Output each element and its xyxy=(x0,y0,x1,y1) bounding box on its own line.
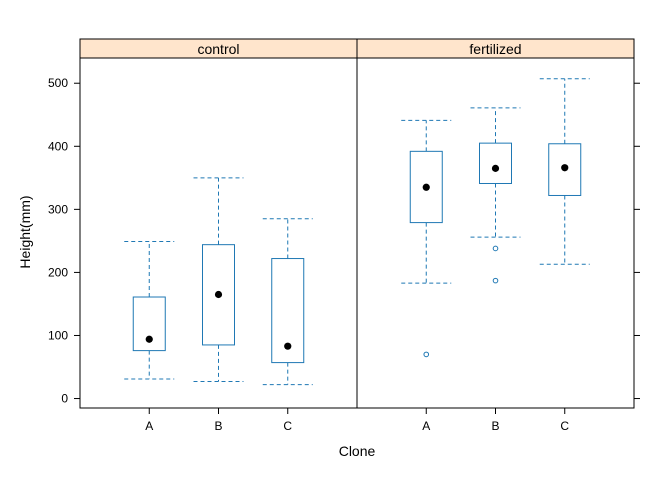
strip-label-control: control xyxy=(197,41,239,57)
x-tick-label: C xyxy=(560,419,569,433)
median-dot xyxy=(422,183,430,191)
outlier-point xyxy=(492,245,499,252)
median-dot xyxy=(145,335,153,343)
median-dot xyxy=(214,290,223,299)
box-layer xyxy=(124,78,590,386)
box-fertilized-B xyxy=(470,107,521,284)
box-rect xyxy=(271,258,305,364)
box-fertilized-C xyxy=(539,78,590,265)
median-dot xyxy=(284,342,292,350)
x-tick-label: C xyxy=(283,419,292,433)
box-rect xyxy=(409,150,443,224)
box-rect xyxy=(202,244,235,346)
median-dot xyxy=(491,164,500,172)
y-tick-label: 100 xyxy=(48,328,68,342)
box-rect xyxy=(132,296,166,352)
box-control-A xyxy=(124,241,175,380)
box-control-B xyxy=(193,177,244,383)
y-tick-label: 200 xyxy=(48,265,68,279)
y-tick-label: 300 xyxy=(48,202,68,216)
x-tick-label: A xyxy=(422,419,430,433)
y-axis-title: Height(mm) xyxy=(17,195,33,268)
x-tick-label: B xyxy=(214,419,222,433)
x-axis-title: Clone xyxy=(339,443,376,459)
box-rect xyxy=(548,143,582,196)
y-axis: 0 100 200 300 400 500 xyxy=(48,76,640,406)
panel-strips: control fertilized xyxy=(79,38,635,59)
panel-frames xyxy=(79,57,635,409)
median-dot xyxy=(561,164,569,172)
strip-label-fertilized: fertilized xyxy=(469,41,521,57)
y-tick-label: 0 xyxy=(61,392,68,406)
box-fertilized-A xyxy=(401,119,452,358)
y-tick-label: 500 xyxy=(48,76,68,90)
box-rect xyxy=(479,142,512,184)
box-control-C xyxy=(262,218,313,386)
y-tick-label: 400 xyxy=(48,139,68,153)
outlier-point xyxy=(423,351,430,358)
outlier-point xyxy=(492,277,499,284)
x-tick-label: A xyxy=(145,419,153,433)
x-tick-label: B xyxy=(491,419,499,433)
